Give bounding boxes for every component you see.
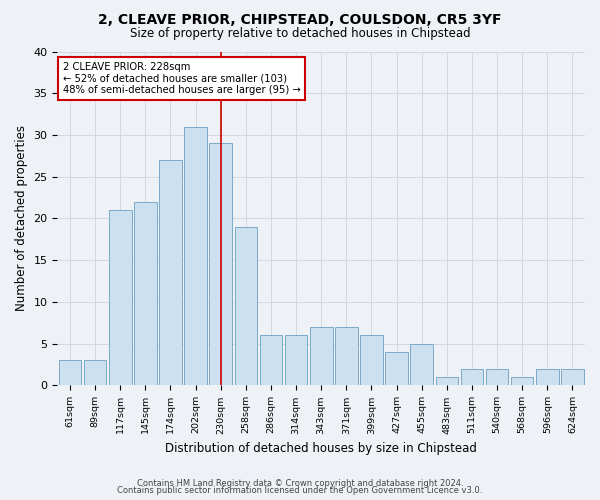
Text: Contains HM Land Registry data © Crown copyright and database right 2024.: Contains HM Land Registry data © Crown c… <box>137 478 463 488</box>
Bar <box>561 368 584 386</box>
Bar <box>84 360 106 386</box>
Bar <box>436 377 458 386</box>
Bar <box>159 160 182 386</box>
Bar <box>260 336 282 386</box>
Bar <box>486 368 508 386</box>
Bar <box>134 202 157 386</box>
Bar <box>385 352 408 386</box>
Text: 2 CLEAVE PRIOR: 228sqm
← 52% of detached houses are smaller (103)
48% of semi-de: 2 CLEAVE PRIOR: 228sqm ← 52% of detached… <box>62 62 301 94</box>
Bar <box>360 336 383 386</box>
Bar <box>410 344 433 386</box>
Bar <box>184 126 207 386</box>
Text: Contains public sector information licensed under the Open Government Licence v3: Contains public sector information licen… <box>118 486 482 495</box>
Text: Size of property relative to detached houses in Chipstead: Size of property relative to detached ho… <box>130 28 470 40</box>
Bar <box>109 210 131 386</box>
Bar <box>59 360 81 386</box>
Text: 2, CLEAVE PRIOR, CHIPSTEAD, COULSDON, CR5 3YF: 2, CLEAVE PRIOR, CHIPSTEAD, COULSDON, CR… <box>98 12 502 26</box>
Bar <box>461 368 483 386</box>
Bar <box>285 336 307 386</box>
X-axis label: Distribution of detached houses by size in Chipstead: Distribution of detached houses by size … <box>165 442 477 455</box>
Bar <box>536 368 559 386</box>
Bar <box>209 144 232 386</box>
Bar <box>511 377 533 386</box>
Y-axis label: Number of detached properties: Number of detached properties <box>15 126 28 312</box>
Bar <box>310 327 332 386</box>
Bar <box>335 327 358 386</box>
Bar <box>235 227 257 386</box>
